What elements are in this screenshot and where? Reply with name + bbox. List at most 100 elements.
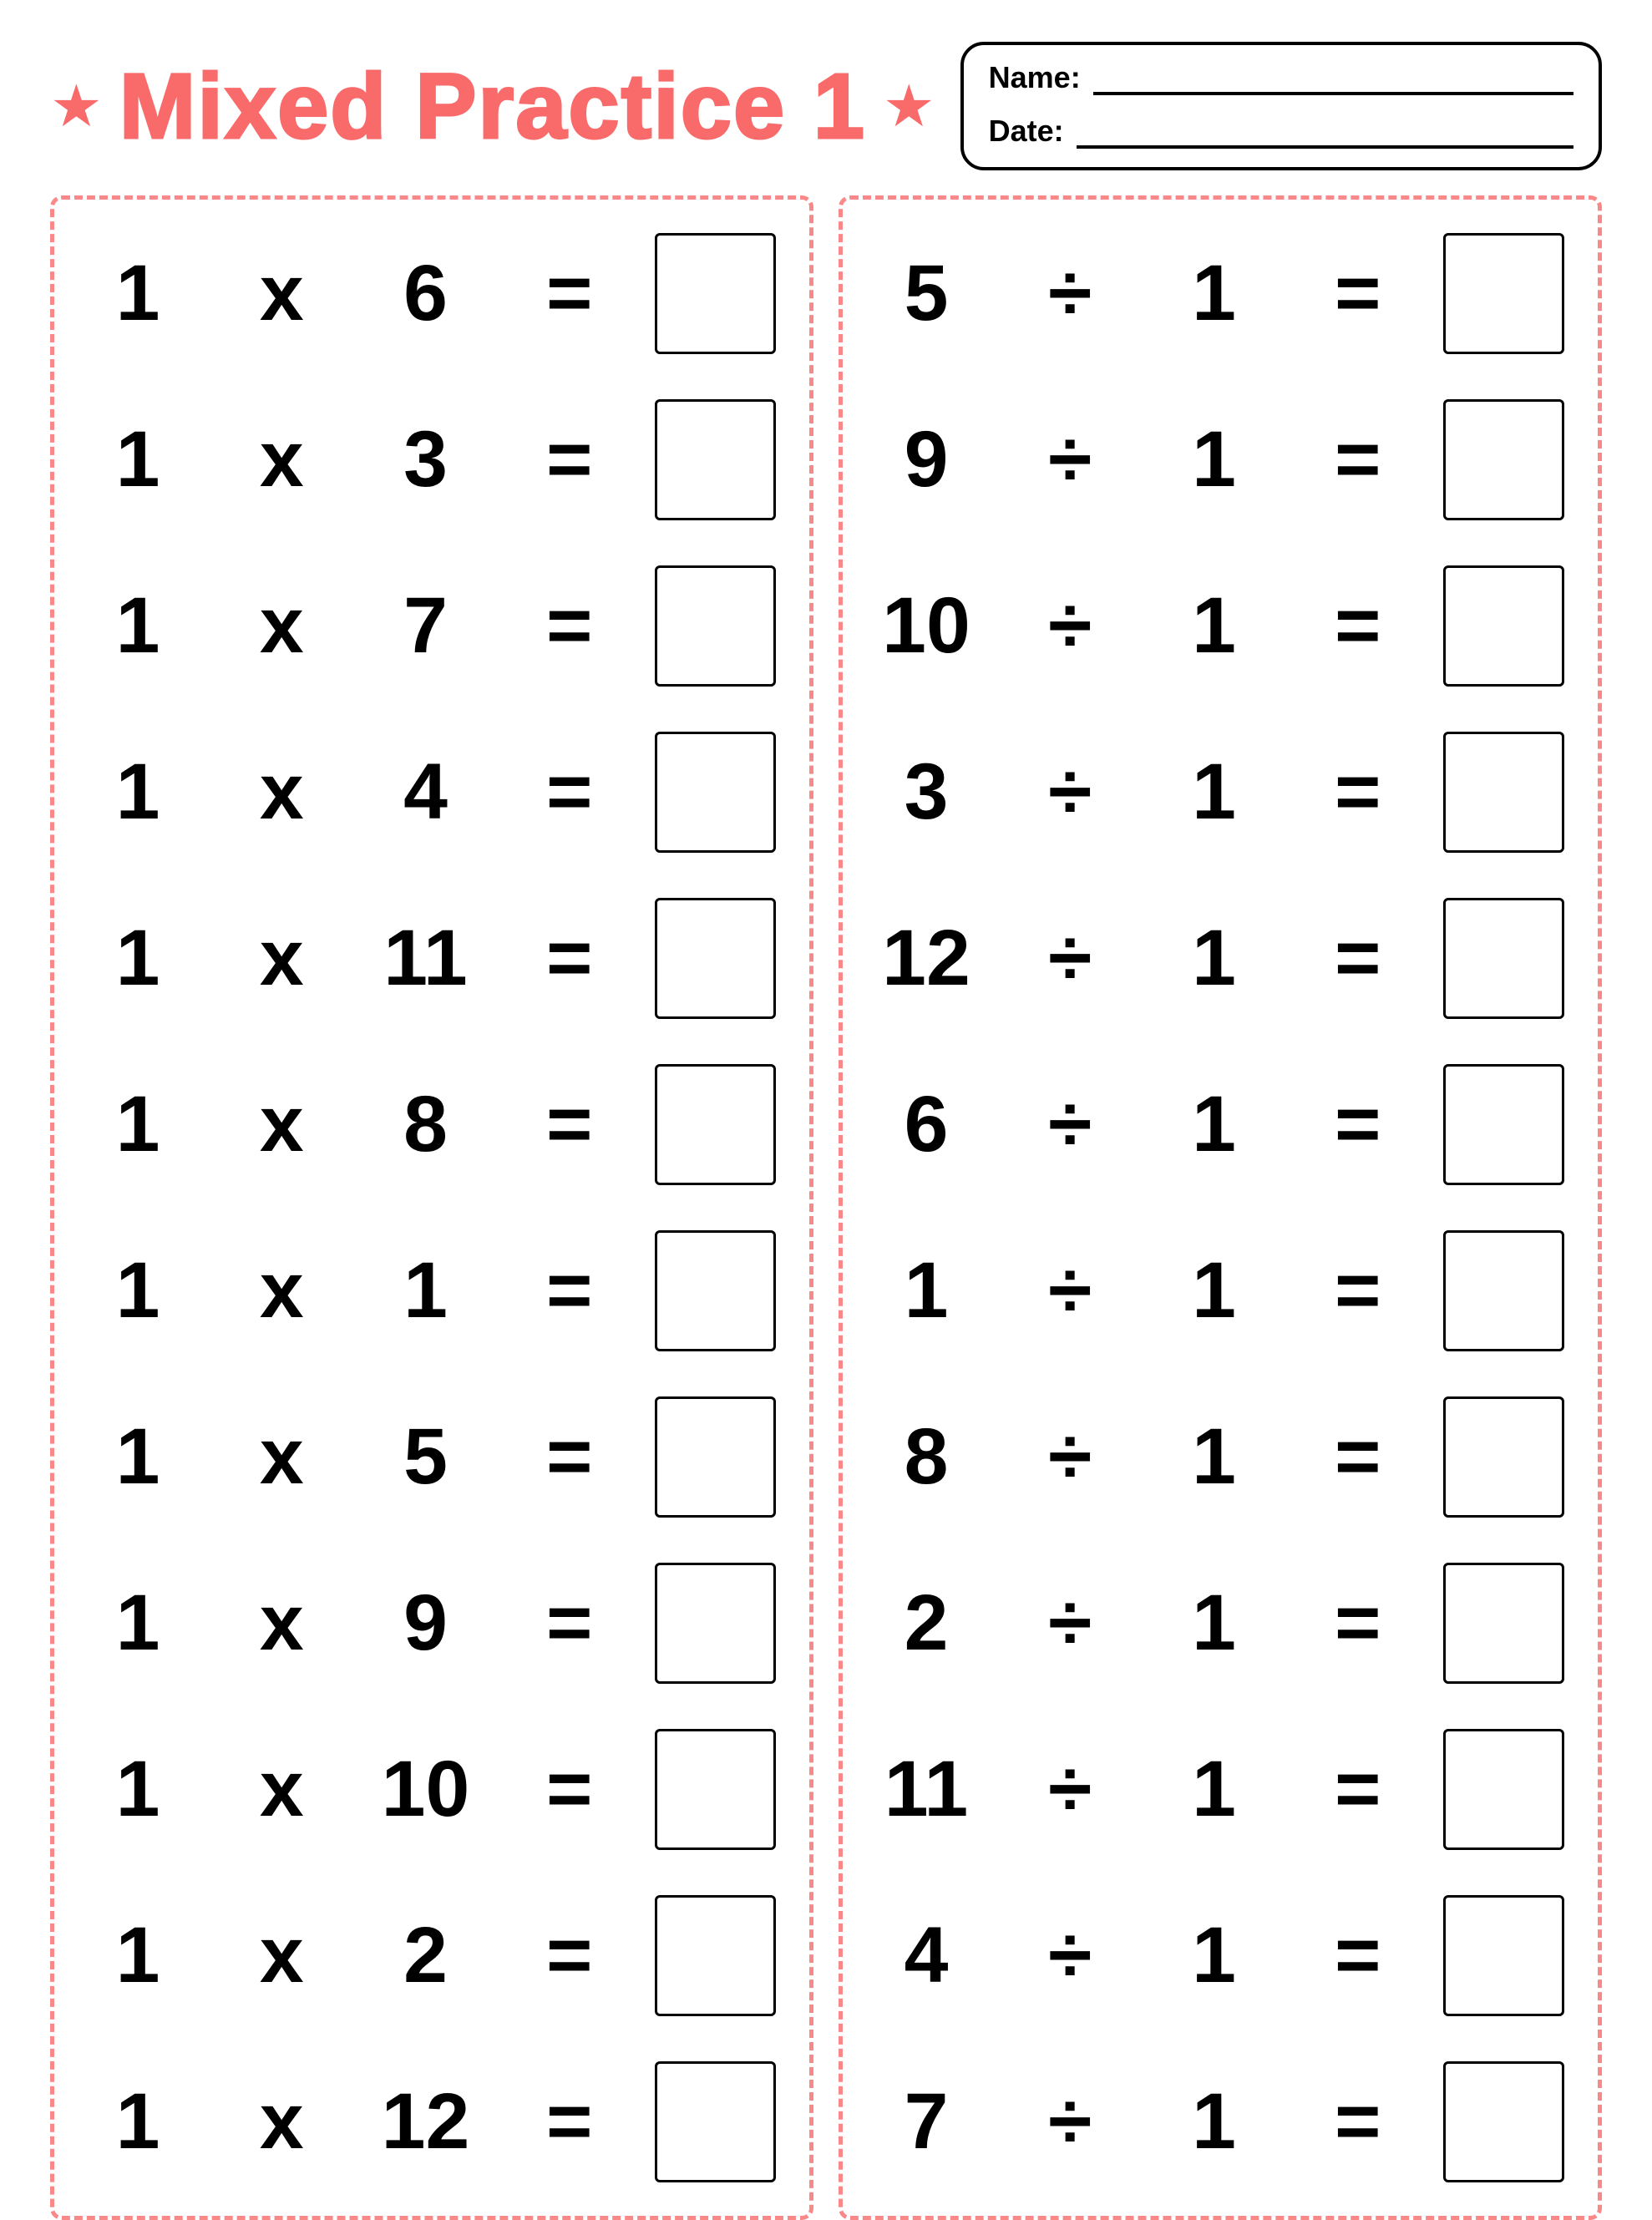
operand-b: 11 [367,919,484,998]
operand-b: 1 [1156,2082,1273,2162]
equals-sign: = [528,254,611,333]
operand-b: 1 [1156,1417,1273,1497]
problem-row: 1x7= [79,565,776,687]
operand-a: 1 [79,1085,196,1164]
equals-sign: = [1316,753,1400,832]
answer-box[interactable] [655,1230,776,1351]
operand-a: 1 [79,1750,196,1829]
answer-box[interactable] [655,1729,776,1850]
answer-box[interactable] [1443,898,1564,1019]
equals-sign: = [528,753,611,832]
answer-box[interactable] [1443,2061,1564,2182]
problem-row: 1x2= [79,1895,776,2016]
operand-a: 8 [868,1417,985,1497]
operator: x [240,2082,323,2162]
answer-box[interactable] [1443,1563,1564,1684]
left-column: 1x6=1x3=1x7=1x4=1x11=1x8=1x1=1x5=1x9=1x1… [50,195,813,2220]
operand-a: 1 [79,254,196,333]
problem-row: 7÷1= [868,2061,1564,2182]
date-row: Date: [989,114,1573,149]
operator: ÷ [1028,254,1112,333]
answer-box[interactable] [655,898,776,1019]
problem-row: 4÷1= [868,1895,1564,2016]
operand-a: 1 [868,1251,985,1330]
answer-box[interactable] [1443,732,1564,853]
answer-box[interactable] [1443,1396,1564,1518]
operand-a: 1 [79,919,196,998]
operand-a: 9 [868,420,985,499]
problem-row: 1x10= [79,1729,776,1850]
operand-a: 7 [868,2082,985,2162]
answer-box[interactable] [655,233,776,354]
answer-box[interactable] [655,1895,776,2016]
name-date-box: Name: Date: [960,42,1602,170]
answer-box[interactable] [655,1396,776,1518]
problem-row: 10÷1= [868,565,1564,687]
operand-a: 1 [79,1916,196,1995]
answer-box[interactable] [1443,233,1564,354]
operand-a: 11 [868,1750,985,1829]
operand-b: 6 [367,254,484,333]
answer-box[interactable] [655,399,776,520]
operand-a: 1 [79,1584,196,1663]
answer-box[interactable] [1443,1895,1564,2016]
operator: x [240,1417,323,1497]
operand-a: 6 [868,1085,985,1164]
answer-box[interactable] [655,732,776,853]
operand-b: 1 [1156,919,1273,998]
date-input-line[interactable] [1077,124,1573,149]
operator: ÷ [1028,420,1112,499]
problem-row: 12 ÷ 1 = [868,898,1564,1019]
operand-b: 8 [367,1085,484,1164]
operand-b: 1 [1156,586,1273,666]
equals-sign: = [1316,1417,1400,1497]
answer-box[interactable] [1443,399,1564,520]
name-input-line[interactable] [1093,70,1573,95]
answer-box[interactable] [655,565,776,687]
star-icon: ★ [883,77,935,135]
operand-a: 1 [79,420,196,499]
answer-box[interactable] [1443,1729,1564,1850]
problem-row: 1x4= [79,732,776,853]
star-icon: ★ [50,77,103,135]
operand-a: 12 [868,919,985,998]
operator: ÷ [1028,1750,1112,1829]
equals-sign: = [1316,2082,1400,2162]
equals-sign: = [528,1750,611,1829]
answer-box[interactable] [655,1064,776,1185]
equals-sign: = [1316,919,1400,998]
operand-b: 9 [367,1584,484,1663]
worksheet-title: Mixed Practice 1 [119,53,866,160]
operator: ÷ [1028,1417,1112,1497]
operator: ÷ [1028,919,1112,998]
operator: ÷ [1028,1085,1112,1164]
problem-row: 2÷1= [868,1563,1564,1684]
operand-b: 2 [367,1916,484,1995]
operator: x [240,1916,323,1995]
answer-box[interactable] [655,2061,776,2182]
operand-a: 2 [868,1584,985,1663]
problem-row: 1x12= [79,2061,776,2182]
operand-a: 5 [868,254,985,333]
operator: ÷ [1028,1251,1112,1330]
operator: x [240,1085,323,1164]
operand-b: 1 [367,1251,484,1330]
problem-row: 1x9= [79,1563,776,1684]
problems-container: 1x6=1x3=1x7=1x4=1x11=1x8=1x1=1x5=1x9=1x1… [50,195,1602,2220]
answer-box[interactable] [1443,1230,1564,1351]
answer-box[interactable] [1443,1064,1564,1185]
answer-box[interactable] [655,1563,776,1684]
problem-row: 8 ÷ 1 = [868,1396,1564,1518]
operand-b: 1 [1156,1085,1273,1164]
problem-row: 1x1= [79,1230,776,1351]
equals-sign: = [1316,1750,1400,1829]
answer-box[interactable] [1443,565,1564,687]
operand-b: 1 [1156,420,1273,499]
operator: x [240,1584,323,1663]
equals-sign: = [528,420,611,499]
worksheet-header: ★ Mixed Practice 1 ★ Name: Date: [50,42,1602,170]
problem-row: 1x8= [79,1064,776,1185]
equals-sign: = [1316,1251,1400,1330]
problem-row: 1÷1= [868,1230,1564,1351]
problem-row: 3÷1= [868,732,1564,853]
